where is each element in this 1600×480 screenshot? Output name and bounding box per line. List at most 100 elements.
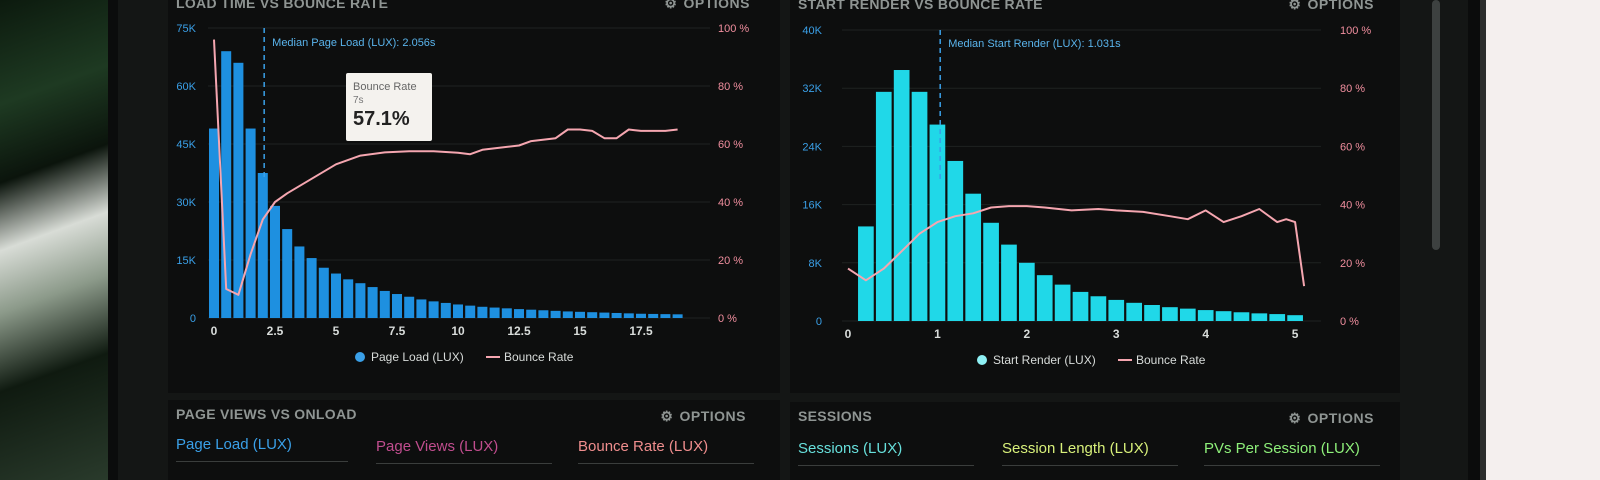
legend-marker-bars bbox=[355, 352, 365, 362]
bar bbox=[875, 91, 892, 322]
bar bbox=[1019, 262, 1035, 321]
y-tick-label-right: 100 % bbox=[718, 23, 749, 35]
bar bbox=[983, 222, 999, 321]
bar bbox=[611, 312, 622, 318]
tab-bounce-rate[interactable]: Bounce Rate (LUX) bbox=[578, 438, 754, 464]
bar bbox=[343, 279, 354, 318]
bar bbox=[1162, 307, 1178, 321]
options-button[interactable]: ⚙ OPTIONS bbox=[664, 0, 750, 12]
options-button[interactable]: ⚙ OPTIONS bbox=[1288, 0, 1374, 13]
background-plant bbox=[0, 0, 118, 480]
legend-label: Bounce Rate bbox=[504, 350, 574, 364]
bar bbox=[858, 226, 874, 321]
panel-title: SESSIONS bbox=[798, 408, 872, 424]
bar bbox=[648, 313, 659, 318]
bar bbox=[331, 273, 341, 318]
panel-title: START RENDER VS BOUNCE RATE bbox=[798, 0, 1043, 12]
bar bbox=[1197, 310, 1214, 321]
tab-page-views[interactable]: Page Views (LUX) bbox=[376, 438, 552, 464]
legend-label: Bounce Rate bbox=[1136, 353, 1206, 367]
panel-title: LOAD TIME VS BOUNCE RATE bbox=[176, 0, 389, 11]
bar bbox=[911, 91, 928, 322]
bar bbox=[233, 62, 244, 318]
tooltip-value: 57.1% bbox=[353, 108, 410, 130]
median-annotation: Median Start Render (LUX): 1.031s bbox=[948, 38, 1121, 50]
load-time-panel: LOAD TIME VS BOUNCE RATE ⚙ OPTIONS 0 15K 30… bbox=[168, 0, 780, 393]
y-tick-label-right: 40 % bbox=[718, 197, 743, 209]
bar bbox=[575, 311, 585, 318]
y-tick-label-right: 60 % bbox=[1340, 141, 1365, 153]
y-tick-label-left: 32K bbox=[802, 83, 822, 95]
bar bbox=[355, 283, 366, 318]
bar bbox=[550, 310, 561, 318]
bar bbox=[1215, 311, 1232, 321]
bar bbox=[1054, 284, 1071, 321]
bar bbox=[465, 305, 476, 318]
x-tick-label: 1 bbox=[934, 327, 941, 341]
y-tick-label-left: 40K bbox=[802, 25, 822, 37]
y-tick-label-left: 15K bbox=[176, 255, 196, 267]
bar bbox=[294, 246, 305, 318]
bar bbox=[1269, 314, 1286, 321]
bar bbox=[257, 173, 268, 318]
x-tick-label: 10 bbox=[451, 324, 465, 338]
bar bbox=[489, 307, 500, 318]
x-tick-label: 5 bbox=[333, 324, 340, 338]
bar bbox=[306, 258, 317, 318]
bar bbox=[209, 128, 219, 318]
x-tick-label: 2.5 bbox=[267, 324, 284, 338]
start-render-panel: START RENDER VS BOUNCE RATE ⚙ OPTIONS 0 8K… bbox=[790, 0, 1400, 393]
y-tick-label-left: 0 bbox=[190, 313, 196, 325]
bar bbox=[282, 229, 293, 318]
y-tick-label-left: 60K bbox=[176, 81, 196, 93]
bar bbox=[416, 299, 427, 318]
page-views-panel: PAGE VIEWS VS ONLOAD ⚙ OPTIONS Page Load … bbox=[168, 400, 780, 480]
page-scrollbar[interactable] bbox=[1432, 0, 1440, 250]
bar bbox=[893, 70, 910, 321]
y-tick-label-right: 20 % bbox=[1340, 258, 1365, 270]
tab-sessions[interactable]: Sessions (LUX) bbox=[798, 440, 974, 466]
bar bbox=[1090, 296, 1107, 321]
options-label: OPTIONS bbox=[1307, 410, 1374, 426]
tab-page-load[interactable]: Page Load (LUX) bbox=[176, 436, 348, 462]
y-tick-label-left: 0 bbox=[816, 316, 822, 328]
gear-icon: ⚙ bbox=[664, 0, 678, 11]
y-tick-label-left: 16K bbox=[802, 200, 822, 212]
x-tick-label: 17.5 bbox=[629, 324, 653, 338]
bar bbox=[526, 309, 537, 318]
bar bbox=[1287, 315, 1303, 321]
gear-icon: ⚙ bbox=[1288, 410, 1302, 426]
start-render-chart: 0 8K 16K 24K 32K 40K 0 % 20 % 40 % 60 % 80 % 100 % 0… bbox=[802, 25, 1371, 367]
y-tick-label-right: 0 % bbox=[718, 313, 737, 325]
bar bbox=[501, 308, 512, 318]
sessions-panel: SESSIONS ⚙ OPTIONS Sessions (LUX) Session… bbox=[790, 402, 1400, 480]
bar bbox=[965, 193, 982, 321]
bar bbox=[245, 128, 256, 318]
legend-label: Page Load (LUX) bbox=[371, 350, 464, 364]
bar bbox=[221, 51, 232, 318]
x-tick-label: 15 bbox=[573, 324, 587, 338]
bar bbox=[318, 267, 329, 318]
options-button[interactable]: ⚙ OPTIONS bbox=[1288, 410, 1374, 427]
y-tick-label-left: 8K bbox=[809, 258, 823, 270]
options-button[interactable]: ⚙ OPTIONS bbox=[660, 408, 746, 425]
bar bbox=[1233, 312, 1250, 321]
median-annotation: Median Page Load (LUX): 2.056s bbox=[272, 37, 436, 49]
bar bbox=[672, 314, 683, 318]
bar bbox=[1144, 304, 1160, 321]
y-tick-label-left: 45K bbox=[176, 139, 196, 151]
y-tick-label-right: 100 % bbox=[1340, 25, 1371, 37]
bar bbox=[538, 310, 549, 318]
bar bbox=[599, 312, 610, 318]
bounce-rate-line bbox=[213, 39, 678, 296]
bar bbox=[1001, 244, 1017, 321]
tooltip-label: Bounce Rate bbox=[353, 81, 417, 93]
bar bbox=[623, 313, 634, 318]
bar bbox=[270, 205, 280, 318]
bar bbox=[1072, 291, 1089, 321]
tab-pvs-per-session[interactable]: PVs Per Session (LUX) bbox=[1204, 440, 1380, 466]
x-tick-label: 4 bbox=[1202, 327, 1209, 341]
y-tick-label-left: 75K bbox=[176, 23, 196, 35]
tab-session-length[interactable]: Session Length (LUX) bbox=[1002, 440, 1178, 466]
bar bbox=[367, 287, 378, 318]
